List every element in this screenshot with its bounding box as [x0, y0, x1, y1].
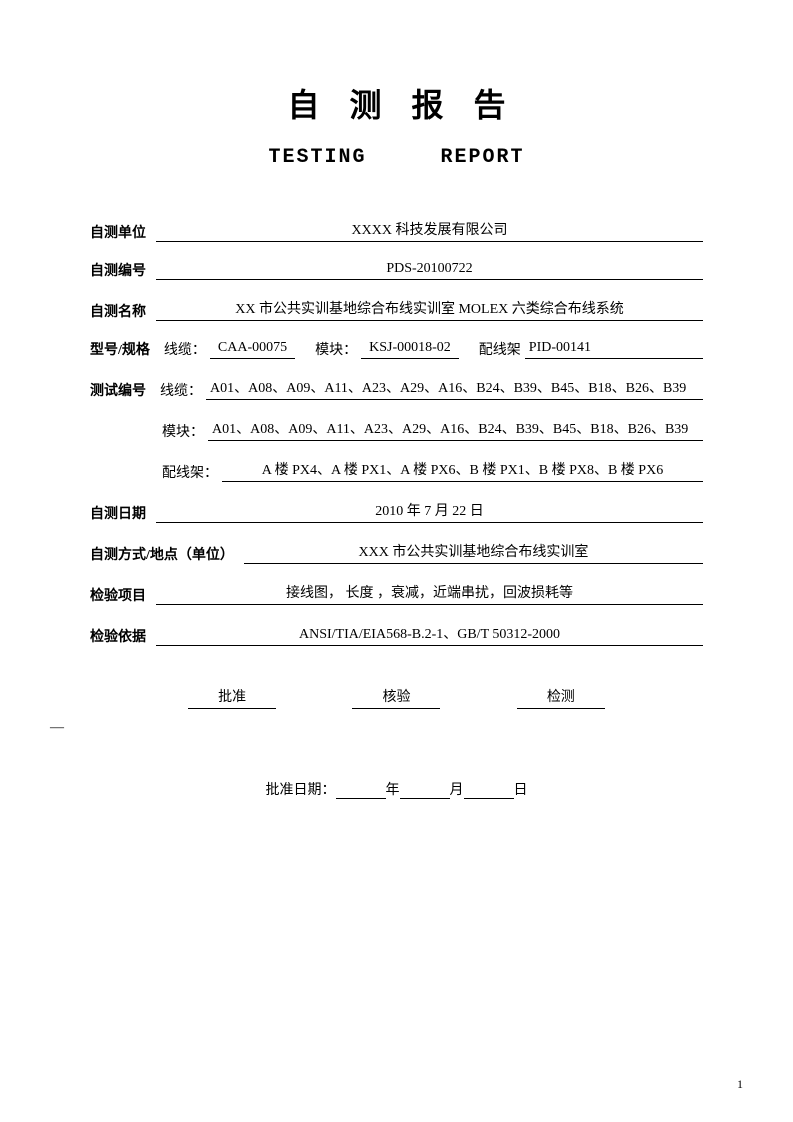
method-label: 自测方式/地点（单位）	[90, 544, 244, 564]
approval-date-month: 月	[450, 779, 464, 799]
test-cable-label: 线缆：	[156, 380, 206, 400]
page-number: 1	[737, 1077, 743, 1092]
number-label: 自测编号	[90, 260, 156, 280]
field-basis: 检验依据 ANSI/TIA/EIA568-B.2-1、GB/T 50312-20…	[90, 623, 703, 646]
field-name: 自测名称 XX 市公共实训基地综合布线实训室 MOLEX 六类综合布线系统	[90, 298, 703, 321]
basis-label: 检验依据	[90, 626, 156, 646]
main-title: 自测报告	[90, 80, 703, 126]
field-date: 自测日期 2010 年 7 月 22 日	[90, 500, 703, 523]
date-label: 自测日期	[90, 503, 156, 523]
field-items: 检验项目 接线图， 长度 ，衰减，近端串扰，回波损耗等	[90, 582, 703, 605]
spec-cable-value: CAA-00075	[210, 340, 295, 359]
approval-date-year: 年	[386, 779, 400, 799]
field-test-module: 模块： A01、A08、A09、A11、A23、A29、A16、B24、B39、…	[90, 418, 703, 441]
dash-mark: —	[50, 720, 64, 736]
sub-title: TESTING REPORT	[90, 146, 703, 169]
items-value: 接线图， 长度 ，衰减，近端串扰，回波损耗等	[156, 582, 703, 605]
number-value: PDS-20100722	[156, 261, 703, 280]
spec-rack-value: PID-00141	[525, 340, 703, 359]
approval-verify: 核验	[352, 686, 440, 709]
approval-inspect: 检测	[517, 686, 605, 709]
test-number-label: 测试编号	[90, 380, 156, 400]
approval-date-day: 日	[514, 779, 528, 799]
spec-label: 型号/规格	[90, 339, 160, 359]
approval-date-year-blank	[336, 798, 386, 799]
field-spec: 型号/规格 线缆： CAA-00075 模块： KSJ-00018-02 配线架…	[90, 339, 703, 359]
field-test-rack: 配线架： A 楼 PX4、A 楼 PX1、A 楼 PX6、B 楼 PX1、B 楼…	[90, 459, 703, 482]
spec-cable-label: 线缆：	[160, 339, 210, 359]
approval-row: 批准 核验 检测	[90, 686, 703, 709]
name-value: XX 市公共实训基地综合布线实训室 MOLEX 六类综合布线系统	[156, 298, 703, 321]
field-test-number: 测试编号 线缆： A01、A08、A09、A11、A23、A29、A16、B24…	[90, 377, 703, 400]
approval-date-month-blank	[400, 798, 450, 799]
field-method: 自测方式/地点（单位） XXX 市公共实训基地综合布线实训室	[90, 541, 703, 564]
date-value: 2010 年 7 月 22 日	[156, 500, 703, 523]
field-number: 自测编号 PDS-20100722	[90, 260, 703, 280]
test-module-label: 模块：	[158, 421, 208, 441]
spec-module-value: KSJ-00018-02	[361, 340, 459, 359]
field-unit: 自测单位 XXXX 科技发展有限公司	[90, 219, 703, 242]
test-rack-label: 配线架：	[158, 462, 222, 482]
spec-rack-label: 配线架	[459, 339, 525, 359]
test-module-value: A01、A08、A09、A11、A23、A29、A16、B24、B39、B45、…	[208, 418, 703, 441]
name-label: 自测名称	[90, 301, 156, 321]
approval-date-label: 批准日期：	[266, 779, 336, 799]
approval-date-day-blank	[464, 798, 514, 799]
unit-label: 自测单位	[90, 222, 156, 242]
test-cable-value: A01、A08、A09、A11、A23、A29、A16、B24、B39、B45、…	[206, 377, 703, 400]
approval-date-row: 批准日期： 年 月 日	[90, 779, 703, 799]
basis-value: ANSI/TIA/EIA568-B.2-1、GB/T 50312-2000	[156, 623, 703, 646]
method-value: XXX 市公共实训基地综合布线实训室	[244, 541, 703, 564]
test-rack-value: A 楼 PX4、A 楼 PX1、A 楼 PX6、B 楼 PX1、B 楼 PX8、…	[222, 459, 703, 482]
unit-value: XXXX 科技发展有限公司	[156, 219, 703, 242]
spec-module-label: 模块：	[295, 339, 361, 359]
approval-approve: 批准	[188, 686, 276, 709]
items-label: 检验项目	[90, 585, 156, 605]
